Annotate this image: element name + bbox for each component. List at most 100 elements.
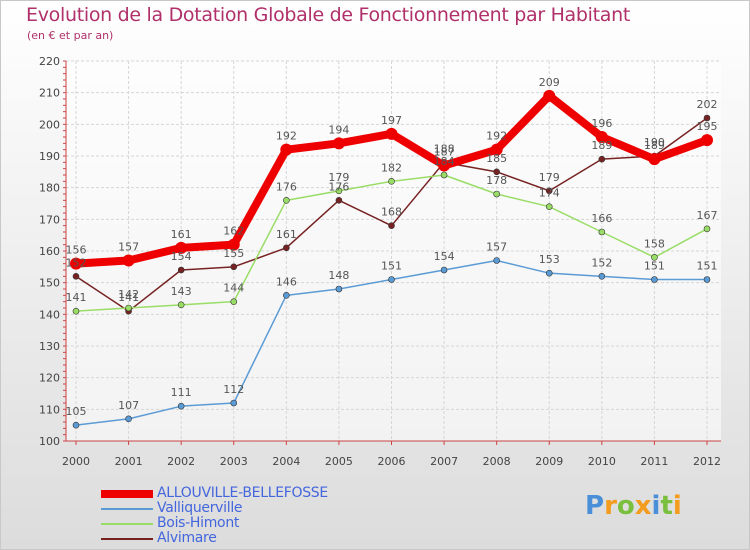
y-tick-label: 100: [39, 435, 60, 448]
data-label: 174: [539, 187, 560, 200]
data-label: 143: [171, 285, 192, 298]
data-point: [283, 197, 290, 204]
y-tick-label: 210: [39, 87, 60, 100]
data-label: 166: [591, 212, 612, 225]
data-point: [388, 178, 395, 185]
data-point: [283, 244, 290, 252]
data-label: 192: [486, 130, 507, 143]
legend-swatch: [101, 538, 153, 540]
data-label: 151: [644, 260, 665, 273]
data-point: [490, 143, 503, 156]
chart-title: Evolution de la Dotation Globale de Fonc…: [26, 4, 631, 26]
data-point: [651, 276, 658, 283]
data-point: [72, 421, 80, 429]
y-tick-label: 120: [39, 372, 60, 385]
data-label: 141: [66, 291, 87, 304]
data-label: 189: [591, 139, 612, 152]
data-point: [703, 114, 711, 122]
data-point: [175, 241, 188, 254]
data-point: [388, 222, 395, 229]
data-label: 157: [118, 241, 139, 254]
data-point: [332, 137, 345, 150]
data-label: 196: [591, 117, 612, 130]
data-point: [227, 238, 240, 251]
data-point: [125, 304, 132, 312]
data-point: [493, 257, 500, 264]
data-point: [543, 89, 556, 102]
logo-letter: x: [634, 491, 652, 521]
data-label: 152: [66, 256, 87, 269]
data-label: 157: [486, 241, 507, 254]
data-point: [177, 402, 185, 410]
logo-letter: t: [660, 491, 673, 521]
x-tick-label: 2003: [220, 455, 248, 468]
data-label: 144: [223, 282, 244, 295]
legend-label: ALLOUVILLE-BELLEFOSSE: [157, 485, 328, 501]
x-tick-label: 2011: [640, 455, 668, 468]
y-tick-label: 200: [39, 118, 60, 131]
legend-swatch: [101, 508, 153, 510]
data-label: 154: [171, 250, 192, 263]
x-tick-label: 2005: [325, 455, 353, 468]
x-tick-label: 2009: [535, 455, 563, 468]
data-label: 185: [486, 152, 507, 165]
data-label: 188: [434, 142, 455, 155]
data-label: 112: [223, 383, 244, 396]
data-point: [388, 276, 395, 283]
data-label: 111: [171, 386, 192, 399]
data-point: [701, 134, 713, 147]
proxiti-logo: Proxiti: [585, 491, 682, 521]
data-point: [177, 266, 185, 274]
y-tick-label: 110: [39, 403, 60, 416]
data-point: [125, 415, 132, 423]
data-label: 187: [434, 146, 455, 159]
data-point: [598, 228, 606, 236]
data-point: [122, 254, 135, 267]
data-label: 179: [328, 171, 349, 184]
x-tick-label: 2000: [62, 455, 90, 468]
x-tick-label: 2012: [693, 455, 721, 468]
y-tick-label: 180: [39, 182, 60, 195]
y-tick-label: 190: [39, 150, 60, 163]
chart-subtitle: (en € et par an): [27, 29, 114, 42]
data-label: 141: [118, 291, 139, 304]
data-label: 105: [66, 405, 87, 418]
data-label: 184: [434, 155, 455, 168]
data-point: [598, 273, 606, 280]
data-label: 167: [697, 209, 718, 222]
data-label: 154: [434, 250, 455, 263]
data-point: [335, 187, 343, 195]
data-label: 190: [644, 136, 665, 149]
data-label: 146: [276, 275, 297, 288]
data-label: 178: [486, 174, 507, 187]
data-point: [385, 127, 398, 140]
data-label: 142: [118, 288, 139, 301]
data-point: [493, 168, 500, 176]
x-tick-label: 2001: [115, 455, 143, 468]
y-tick-label: 160: [39, 245, 60, 258]
data-point: [545, 187, 553, 195]
data-point: [440, 266, 448, 274]
data-label: 179: [539, 171, 560, 184]
axis-layer: 100 110 120 130 140 150 160 170 180 190 200 210 220 2…: [39, 55, 721, 468]
data-label: 158: [644, 237, 665, 250]
legend-label: Alvimare: [157, 530, 217, 546]
logo-letter: i: [651, 491, 661, 521]
logo-letter: P: [585, 491, 605, 521]
data-point: [335, 285, 343, 293]
data-label: 151: [381, 260, 402, 273]
legend-label: Bois-Himont: [157, 515, 240, 531]
y-tick-label: 170: [39, 213, 60, 226]
legend-label: Valliquerville: [157, 500, 243, 516]
data-label: 161: [276, 228, 297, 241]
data-point: [493, 190, 500, 198]
y-tick-label: 220: [39, 55, 60, 68]
data-point: [70, 257, 82, 270]
y-tick-label: 130: [39, 340, 60, 353]
data-point: [703, 225, 711, 233]
data-label: 195: [697, 120, 718, 133]
y-tick-label: 140: [39, 308, 60, 321]
